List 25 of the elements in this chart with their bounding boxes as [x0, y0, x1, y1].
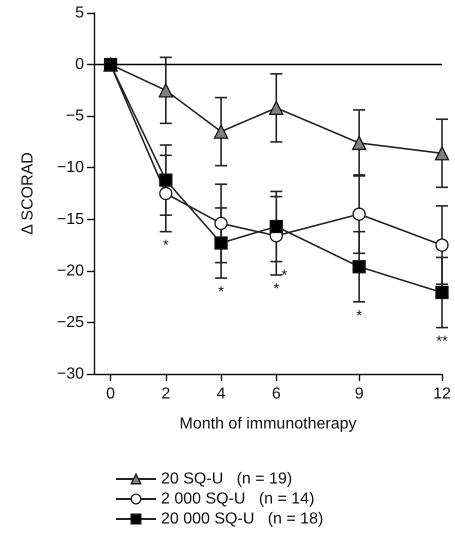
- x-tick-label: 2: [161, 386, 170, 402]
- annotation: *: [162, 237, 169, 254]
- annotation: *: [356, 307, 362, 324]
- y-tick-label: −30: [56, 366, 84, 382]
- annotation: **: [436, 333, 448, 350]
- x-tick-label: 9: [354, 386, 364, 402]
- annotation: *: [281, 267, 288, 284]
- y-tick-label: −5: [66, 108, 84, 125]
- x-tick-label: 4: [216, 386, 226, 402]
- x-tick-label: 0: [106, 386, 116, 402]
- annotation: *: [218, 284, 224, 301]
- x-tick-label: 6: [272, 386, 281, 402]
- y-tick-label: −15: [56, 210, 84, 228]
- y-tick-label: 5: [75, 4, 84, 22]
- legend-label: 20 000 SQ-U (n = 18): [161, 510, 324, 528]
- y-tick-label: 0: [75, 56, 84, 74]
- x-axis-title: Month of immunotherapy: [180, 416, 356, 432]
- annotation: *: [273, 280, 280, 298]
- y-tick-label: −20: [56, 262, 84, 280]
- y-axis-title: Δ SCORAD: [20, 152, 36, 235]
- legend-label: 20 SQ-U (n = 19): [161, 470, 292, 488]
- y-tick-label: −25: [56, 314, 84, 331]
- y-tick-label: −10: [56, 159, 84, 176]
- x-tick-label: 12: [433, 386, 451, 402]
- legend-label: 2 000 SQ-U (n = 14): [161, 490, 314, 508]
